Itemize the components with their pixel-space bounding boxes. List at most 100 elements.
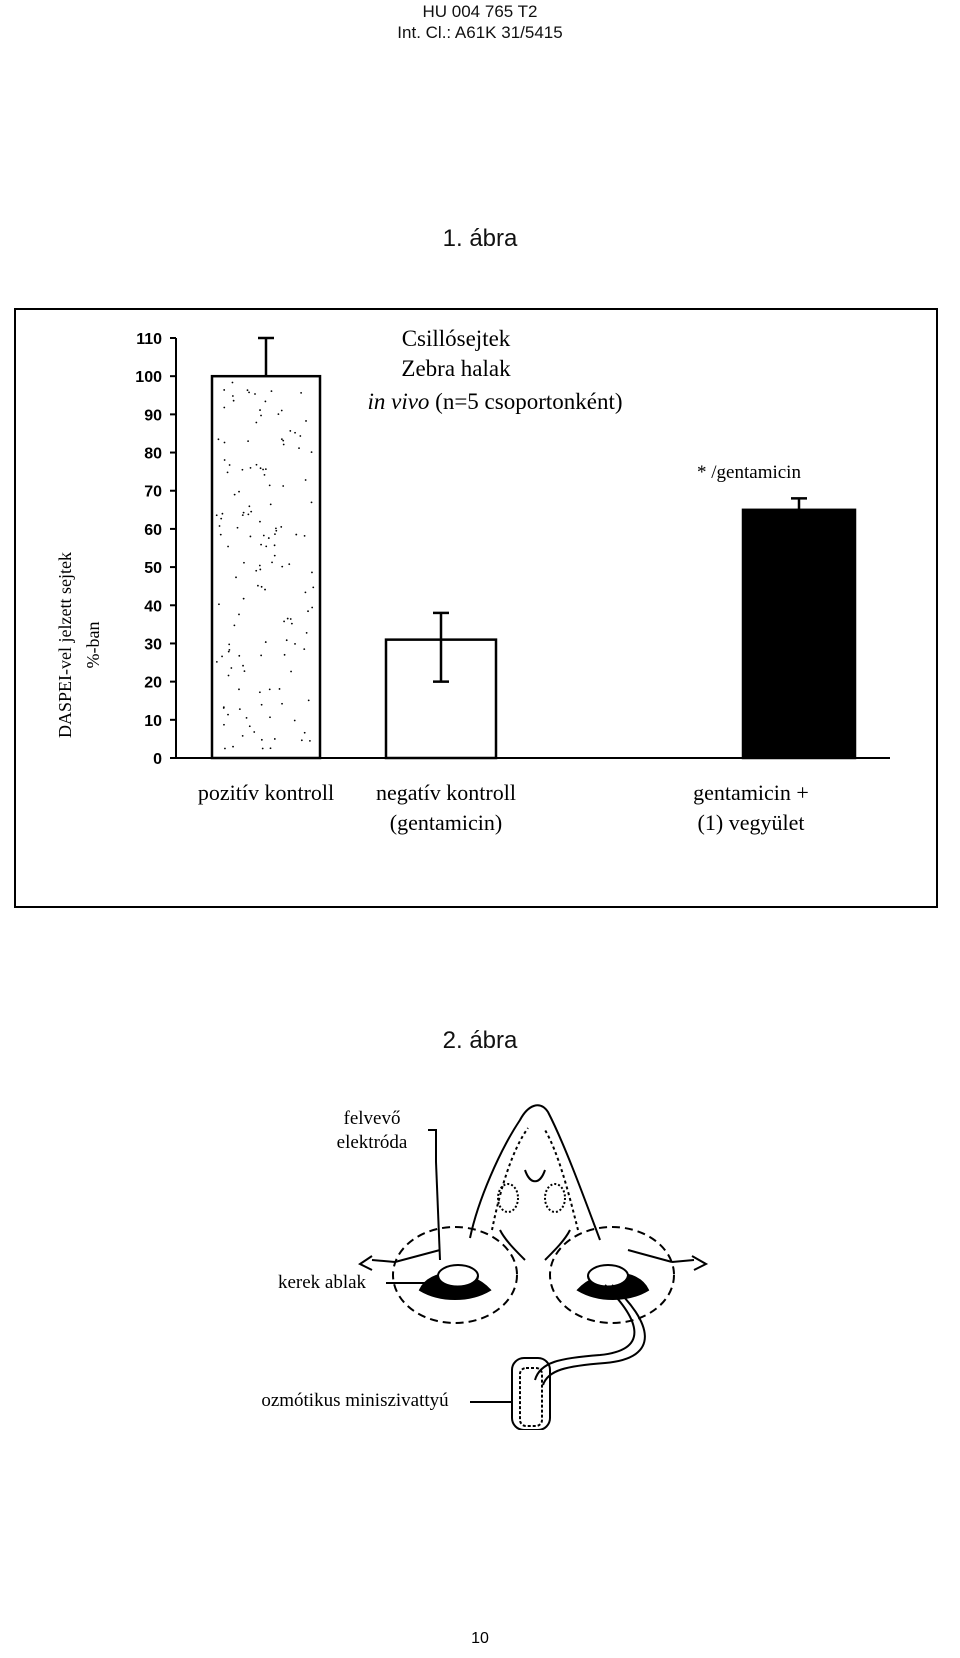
bar-stipple-dot bbox=[273, 554, 276, 557]
recording-electrode-label-line2: elektróda bbox=[337, 1132, 408, 1153]
bar-stipple-dot bbox=[268, 484, 271, 487]
figure-2-label: 2. ábra bbox=[442, 1027, 518, 1054]
bar-stipple-dot bbox=[227, 545, 229, 548]
y-tick-label: 100 bbox=[135, 369, 162, 386]
y-tick-label: 10 bbox=[144, 713, 162, 730]
bar-stipple-dot bbox=[294, 643, 296, 645]
y-tick-label: 50 bbox=[144, 560, 162, 577]
bar-stipple-dot bbox=[255, 569, 258, 572]
bar-stipple-dot bbox=[259, 467, 262, 470]
recording-electrode-wire bbox=[428, 1129, 441, 1261]
document-number: HU 004 765 T2 bbox=[422, 2, 538, 21]
bar-stipple-dot bbox=[300, 739, 303, 742]
bar-stipple-dot bbox=[280, 438, 283, 441]
bar-stipple-dot bbox=[305, 420, 307, 422]
y-tick-label: 60 bbox=[144, 522, 162, 539]
bar-stipple-dot bbox=[304, 591, 307, 594]
bar-stipple-dot bbox=[249, 535, 252, 538]
bar-stipple-dot bbox=[232, 399, 235, 402]
bar-stipple-dot bbox=[260, 414, 262, 417]
bar-stipple-dot bbox=[228, 464, 231, 466]
bar-stipple-dot bbox=[304, 479, 307, 481]
bar-stipple-dot bbox=[257, 584, 259, 587]
bar-stipple-dot bbox=[230, 667, 233, 669]
left-ear-drawing bbox=[358, 1226, 518, 1324]
bar-stipple-dot bbox=[241, 734, 244, 737]
catheter-tube bbox=[534, 1284, 646, 1386]
bar-stipple-dot bbox=[223, 723, 225, 726]
y-tick-label: 40 bbox=[144, 598, 162, 615]
bar-stipple-dot bbox=[221, 655, 223, 658]
bar-stipple-dot bbox=[247, 513, 250, 516]
y-tick-label: 30 bbox=[144, 636, 162, 653]
bar-stipple-dot bbox=[255, 463, 258, 466]
bar-stipple-dot bbox=[260, 585, 263, 588]
subtitle-italic: in vivo bbox=[367, 389, 429, 414]
bar-stipple-dot bbox=[286, 617, 289, 620]
bar-stipple-dot bbox=[275, 527, 277, 530]
bar-stipple-dot bbox=[309, 739, 311, 742]
bar-stipple-dot bbox=[242, 597, 245, 600]
bar-stipple-dot bbox=[290, 670, 292, 673]
bar-stipple-dot bbox=[271, 561, 273, 564]
bar-stipple-dot bbox=[282, 485, 285, 487]
bar-stipple-dot bbox=[269, 716, 271, 719]
y-axis-label-line1: DASPEI-vel jelzett sejtek bbox=[55, 552, 75, 738]
bar-stipple-dot bbox=[223, 459, 226, 461]
bar-stipple-dot bbox=[223, 441, 226, 444]
bar-stipple-dot bbox=[300, 391, 303, 394]
x-category-label: pozitív kontroll bbox=[198, 780, 334, 805]
bar-stipple-dot bbox=[310, 451, 313, 454]
bar-stipple-dot bbox=[290, 622, 293, 625]
bar-stipple-dot bbox=[260, 654, 263, 657]
right-ear-drawing bbox=[549, 1226, 709, 1324]
bar-stipple-dot bbox=[283, 620, 285, 623]
classification-code: Int. Cl.: A61K 31/5415 bbox=[397, 23, 563, 42]
bar-stipple-dot bbox=[267, 537, 270, 539]
bar-stipple-dot bbox=[221, 512, 224, 515]
round-window-label: kerek ablak bbox=[278, 1272, 367, 1293]
chart-subtitle: in vivo (n=5 csoportonként) bbox=[367, 389, 622, 414]
bar-stipple-dot bbox=[283, 653, 286, 656]
y-tick-label: 20 bbox=[144, 675, 162, 692]
bar-stipple-dot bbox=[280, 409, 283, 412]
bar-stipple-dot bbox=[264, 468, 267, 471]
figure-1-chart-frame: DASPEI-vel jelzett sejtek %-ban Csillóse… bbox=[14, 308, 938, 908]
bar-stipple-dot bbox=[223, 406, 226, 409]
bar-stipple-dot bbox=[232, 745, 234, 748]
x-category-label: (gentamicin) bbox=[390, 810, 502, 835]
bar-stipple-dot bbox=[215, 514, 218, 517]
bar-stipple-dot bbox=[241, 468, 244, 471]
zebrafish-head-drawing bbox=[469, 1104, 601, 1261]
bar-stipple-dot bbox=[303, 535, 306, 537]
bar-stipple-dot bbox=[273, 738, 276, 740]
figure-2-diagram: felvevő elektróda kerek ablak ozmótikus … bbox=[261, 1104, 709, 1430]
bar-chart: DASPEI-vel jelzett sejtek %-ban Csillóse… bbox=[55, 326, 890, 835]
bar-stipple-dot bbox=[231, 381, 234, 384]
bar-stipple-dot bbox=[289, 430, 292, 432]
osmotic-pump-label: ozmótikus miniszivattyú bbox=[261, 1390, 449, 1411]
bar-stipple-dot bbox=[274, 533, 276, 536]
bar-stipple-dot bbox=[220, 517, 223, 520]
bar-stipple-dot bbox=[289, 618, 292, 620]
bar-stipple-dot bbox=[218, 525, 221, 527]
bar-stipple-dot bbox=[293, 719, 296, 722]
bar-stipple-dot bbox=[248, 505, 251, 508]
y-tick-label: 0 bbox=[153, 751, 162, 768]
bar-stipple-dot bbox=[250, 510, 253, 513]
bar-stipple-dot bbox=[259, 409, 261, 411]
bar-stipple-dot bbox=[259, 520, 261, 523]
bar-stipple-dot bbox=[305, 631, 308, 634]
chart-title-line1: Csillósejtek bbox=[402, 326, 511, 351]
bar-stipple-dot bbox=[224, 747, 226, 750]
bar-stipple-dot bbox=[222, 707, 225, 709]
bar-stipple-dot bbox=[228, 649, 231, 651]
bar-stipple-dot bbox=[264, 400, 267, 403]
bar-stipple-dot bbox=[243, 561, 245, 564]
bar-stipple-dot bbox=[264, 588, 266, 591]
bar-stipple-dot bbox=[242, 664, 244, 667]
bar-stipple-dot bbox=[253, 731, 256, 733]
bar-stipple-dot bbox=[282, 439, 285, 442]
bar-stipple-dot bbox=[303, 648, 306, 651]
chart-title-line2: Zebra halak bbox=[401, 356, 511, 381]
